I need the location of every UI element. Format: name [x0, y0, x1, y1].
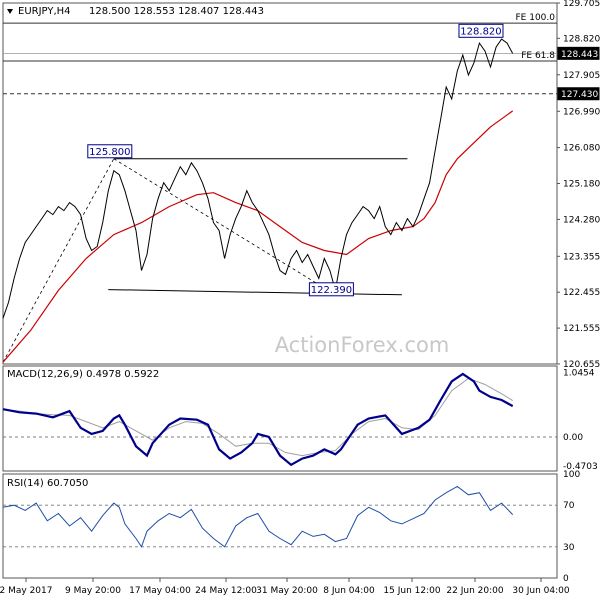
macd-line [2, 372, 514, 467]
price-y-tick-label: 127.905 [563, 71, 600, 81]
ohlc-header: 128.500 128.553 128.407 128.443 [89, 6, 264, 17]
price-annotation-label: 128.820 [460, 26, 501, 37]
price-annotation-box [87, 144, 133, 159]
x-tick-label: 24 May 12:00 [195, 586, 257, 596]
rsi-y-tick-label: 0 [563, 574, 569, 584]
x-tick-label: 8 Jun 04:00 [323, 586, 375, 596]
trendline [108, 289, 402, 296]
trendline [2, 158, 115, 363]
annotations: FE 100.0 FE 61.8 125.800 122.390 128.820 [87, 13, 556, 297]
axis-price-badge-label: 127.430 [561, 90, 598, 100]
rsi-label: RSI(14) 60.7050 [7, 478, 88, 489]
symbol-header: EURJPY,H4 [18, 6, 71, 17]
price-annotation-label: 125.800 [89, 147, 130, 158]
price-y-tick-label: 125.180 [563, 180, 600, 190]
rsi-panel-frame [2, 473, 558, 579]
x-axis-labels: 2 May 2017 9 May 20:00 17 May 04:00 24 May … [0, 578, 570, 596]
macd-signal-line [2, 377, 513, 457]
price-y-tick-label: 129.705 [563, 0, 600, 9]
series-lines [2, 38, 514, 548]
macd-y-tick-label: 1.0454 [563, 368, 595, 378]
macd-panel-frame [2, 365, 558, 472]
fib-level-label: FE 100.0 [516, 13, 556, 23]
price-annotation-box [308, 282, 354, 297]
price-annotation-box [458, 23, 504, 38]
x-tick-label: 31 May 20:00 [256, 586, 318, 596]
fib-level-label: FE 61.8 [521, 51, 555, 61]
macd-label: MACD(12,26,9) 0.4978 0.5922 [7, 369, 159, 380]
price-y-tick-label: 124.280 [563, 215, 600, 225]
x-tick-label: 2 May 2017 [0, 586, 52, 596]
x-tick-label: 9 May 20:00 [65, 586, 121, 596]
price-panel-frame [2, 2, 558, 365]
price-y-tick-label: 121.555 [563, 324, 600, 334]
rsi-y-tick-label: 70 [563, 501, 575, 511]
grid-lines [3, 22, 557, 548]
x-tick-label: 22 Jun 20:00 [446, 586, 503, 596]
trendline [113, 158, 336, 296]
rsi-y-tick-label: 30 [563, 543, 575, 553]
price-y-tick-label: 123.355 [563, 252, 600, 262]
moving-average-line [2, 110, 514, 363]
macd-y-tick-label: -0.4703 [563, 462, 598, 472]
price-y-tick-label: 126.080 [563, 144, 600, 154]
x-tick-label: 15 Jun 12:00 [383, 586, 440, 596]
price-y-tick-label: 120.655 [563, 360, 600, 370]
x-tick-label: 30 Jun 04:00 [512, 586, 569, 596]
price-y-tick-label: 122.455 [563, 288, 600, 298]
axis-price-badge [557, 46, 600, 60]
macd-y-tick-label: 0.00 [563, 433, 583, 443]
rsi-y-tick-label: 100 [563, 470, 580, 480]
dropdown-triangle-icon[interactable] [7, 9, 13, 14]
rsi-line [2, 485, 514, 548]
watermark: ActionForex.com [275, 333, 450, 357]
axis-price-badge [557, 87, 600, 101]
price-annotation-label: 122.390 [311, 285, 352, 296]
axis-price-badge-label: 128.443 [561, 50, 598, 60]
x-tick-label: 17 May 04:00 [129, 586, 191, 596]
price-line [2, 38, 514, 319]
price-y-tick-label: 126.990 [563, 107, 600, 117]
price-y-tick-label: 128.820 [563, 34, 600, 44]
y-axis-labels: 129.705 128.820 127.905 126.990 126.080 125.1… [557, 0, 600, 584]
